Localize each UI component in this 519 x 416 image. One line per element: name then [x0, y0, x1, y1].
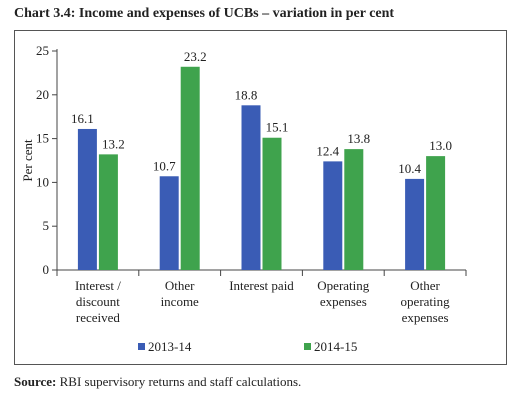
data-label: 16.1	[71, 111, 94, 126]
bar-2013-14	[159, 176, 179, 270]
data-label: 23.2	[184, 49, 207, 64]
data-label: 15.1	[266, 120, 289, 135]
y-tick-label: 20	[36, 87, 49, 102]
chart-title: Chart 3.4: Income and expenses of UCBs –…	[14, 6, 395, 21]
x-tick-label: operating	[401, 294, 451, 309]
legend-label: 2013-14	[148, 339, 192, 354]
data-label: 13.8	[347, 131, 370, 146]
x-tick-label: expenses	[320, 294, 367, 309]
x-tick-label: received	[76, 310, 121, 325]
bar-2014-15	[262, 137, 282, 270]
x-tick-label: discount	[76, 294, 120, 309]
bar-2014-15	[344, 149, 364, 270]
x-tick-label: Other	[410, 278, 440, 293]
bar-2014-15	[180, 66, 200, 270]
data-label: 10.7	[153, 158, 176, 173]
y-tick-label: 25	[36, 43, 49, 58]
data-label: 18.8	[235, 87, 258, 102]
y-tick-label: 15	[36, 131, 49, 146]
x-tick-label: expenses	[402, 310, 449, 325]
y-tick-label: 5	[43, 218, 50, 233]
source-note: Source: RBI supervisory returns and staf…	[14, 374, 301, 390]
x-tick-label: Interest /	[75, 278, 121, 293]
y-tick-label: 10	[36, 174, 49, 189]
data-label: 13.0	[429, 138, 452, 153]
chart-frame	[14, 30, 507, 365]
bar-2013-14	[77, 128, 97, 270]
source-text: RBI supervisory returns and staff calcul…	[56, 374, 302, 389]
data-label: 10.4	[398, 161, 421, 176]
bar-2013-14	[405, 178, 425, 270]
legend-swatch-2014-15	[304, 343, 311, 350]
x-tick-label: Interest paid	[229, 278, 294, 293]
y-tick-label: 0	[43, 262, 50, 277]
data-label: 12.4	[316, 143, 339, 158]
x-tick-label: Other	[165, 278, 195, 293]
legend-label: 2014-15	[314, 339, 357, 354]
y-axis-title: Per cent	[20, 139, 35, 182]
x-tick-label: Operating	[317, 278, 369, 293]
data-label: 13.2	[102, 136, 125, 151]
bar-2014-15	[98, 154, 118, 270]
legend-swatch-2013-14	[138, 343, 145, 350]
source-label: Source:	[14, 374, 57, 389]
bar-2014-15	[426, 156, 446, 270]
x-tick-label: income	[161, 294, 199, 309]
bar-2013-14	[241, 105, 261, 270]
bar-2013-14	[323, 161, 343, 270]
